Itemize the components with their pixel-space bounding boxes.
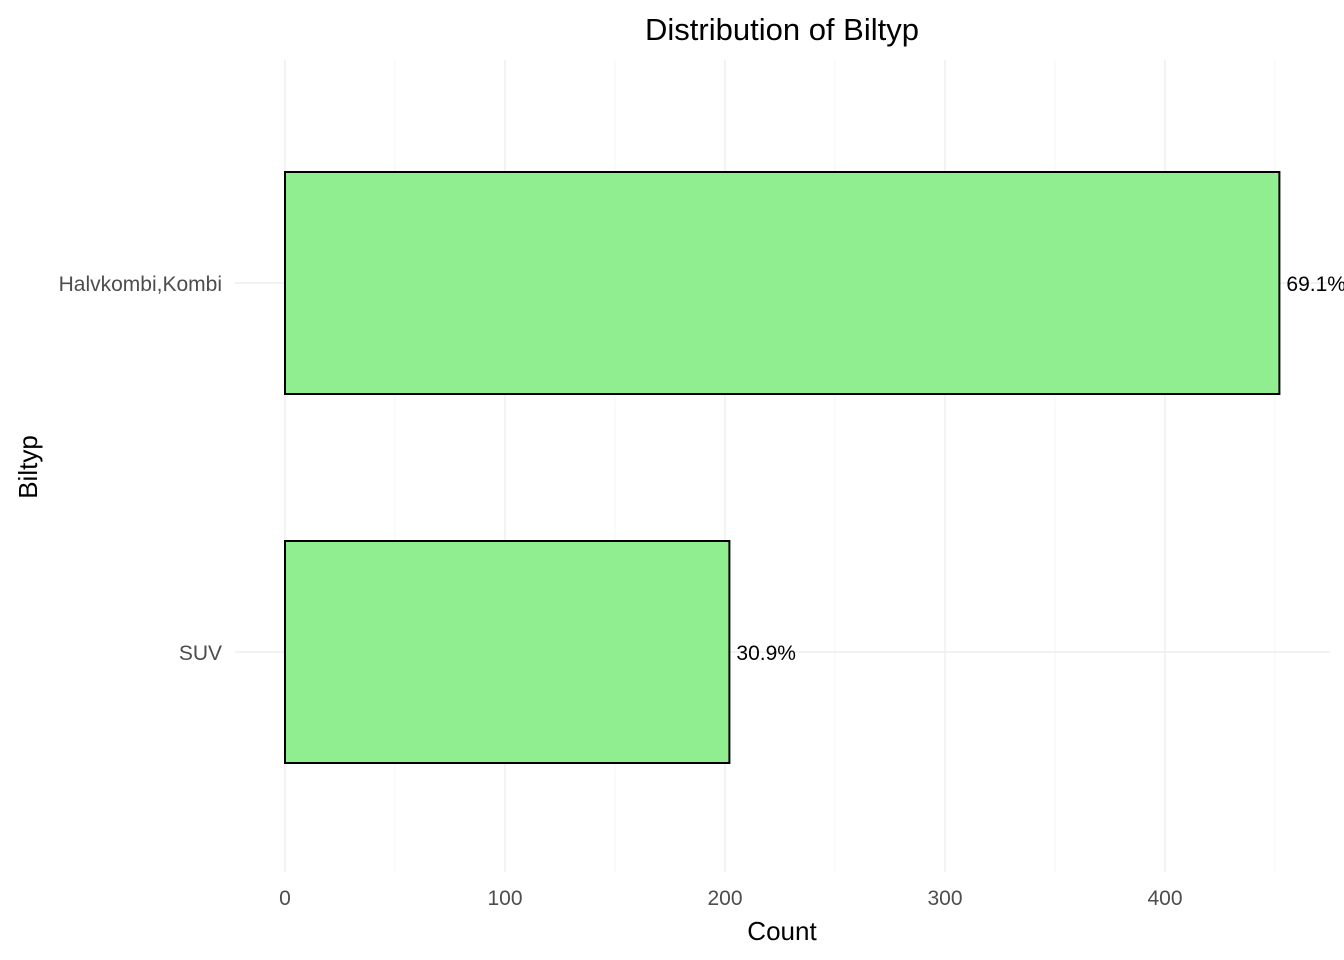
y-tick-label: SUV xyxy=(179,642,222,665)
y-tick-label: Halvkombi,Kombi xyxy=(59,273,222,296)
x-axis-title: Count xyxy=(747,916,817,946)
bars xyxy=(284,171,1281,764)
x-tick-label: 0 xyxy=(279,887,291,910)
y-tick-labels: Halvkombi,Kombi SUV xyxy=(59,273,222,665)
y-axis-title: Biltyp xyxy=(13,435,43,499)
bar-halvkombi-kombi xyxy=(284,171,1281,395)
x-tick-label: 300 xyxy=(927,887,962,910)
x-tick-labels: 0 100 200 300 400 xyxy=(279,887,1182,910)
data-label: 69.1% xyxy=(1286,273,1344,296)
chart-title: Distribution of Biltyp xyxy=(645,12,919,47)
x-tick-label: 100 xyxy=(487,887,522,910)
bar-suv xyxy=(284,540,731,764)
x-tick-label: 200 xyxy=(707,887,742,910)
x-tick-label: 400 xyxy=(1147,887,1182,910)
data-labels: 69.1% 30.9% xyxy=(736,273,1344,665)
data-label: 30.9% xyxy=(736,642,796,665)
